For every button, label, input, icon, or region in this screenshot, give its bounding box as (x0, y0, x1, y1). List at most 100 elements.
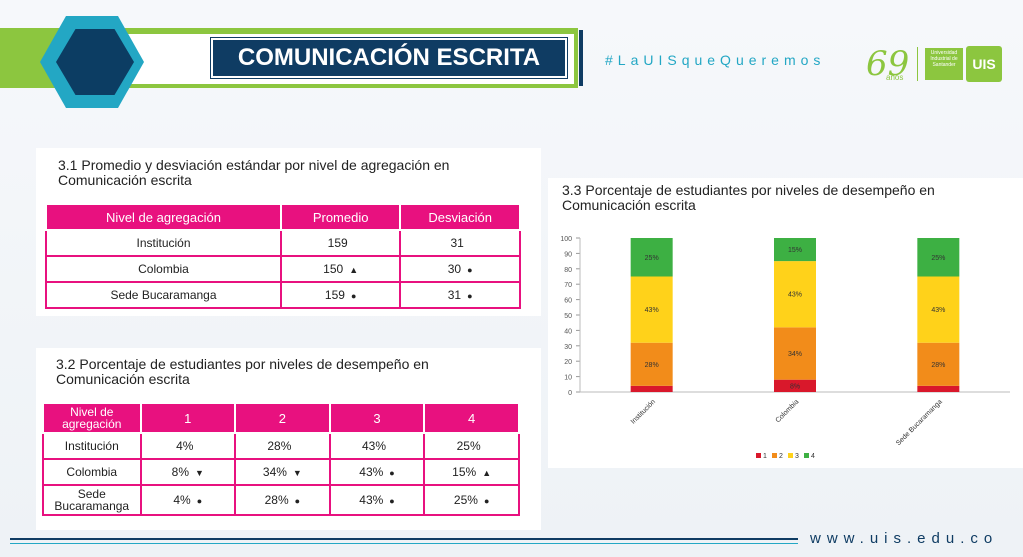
col-header-promedio: Promedio (279, 203, 402, 231)
data-label: 43% (645, 307, 659, 314)
cell-nivel: Sede Bucaramanga (42, 484, 142, 516)
cell-nivel-1: 8% ▼ (139, 458, 237, 486)
section-32-title: 3.2 Porcentaje de estudiantes por nivele… (56, 357, 429, 387)
cell-nivel: Institución (45, 229, 282, 257)
col-header-nivel-2: 2 (234, 402, 331, 434)
logo-separator (917, 47, 918, 81)
anniversary-logo: 69 (866, 44, 910, 84)
dot-icon: ● (350, 291, 357, 301)
table-row: Sede Bucaramanga 4% ● 28% ● 43% ● 25% ● (42, 484, 520, 516)
y-tick-label: 0 (568, 390, 572, 397)
bar-segment-nivel-1 (774, 379, 816, 392)
table-promedio-desviacion: Nivel de agregación Promedio Desviación … (45, 203, 521, 309)
table-row: Institución 4% 28% 43% 25% (42, 432, 520, 460)
cell-nivel-3: 43% (328, 432, 426, 460)
data-label: 43% (931, 307, 945, 314)
bar-segment-nivel-1 (630, 385, 673, 392)
cell-desviacion: 31 ● (399, 281, 521, 309)
bar-segment-nivel-2 (630, 342, 673, 386)
dot-icon: ● (467, 291, 473, 301)
section-31-title: 3.1 Promedio y desviación estándar por n… (58, 158, 449, 188)
header-divider (579, 30, 583, 86)
up-triangle-icon: ▲ (349, 265, 359, 275)
data-label: 25% (931, 255, 945, 262)
table-row: Colombia 150 ▲ 30 ● (45, 255, 521, 283)
legend-swatch-1 (756, 453, 761, 458)
bar-segment-nivel-3 (917, 276, 960, 343)
footer-line (10, 538, 798, 540)
hashtag-text: #LaUISqueQueremos (605, 52, 826, 68)
dot-icon: ● (467, 265, 473, 275)
comparison-marker-icon: ● (389, 496, 395, 506)
y-tick-label: 30 (564, 344, 572, 351)
section-33-title: 3.3 Porcentaje de estudiantes por nivele… (562, 183, 935, 213)
cell-nivel-1: 4% ● (139, 484, 237, 516)
y-tick-label: 50 (564, 313, 572, 320)
cell-nivel-4: 15% ▲ (423, 458, 520, 486)
cell-nivel: Institución (42, 432, 142, 460)
y-tick-label: 40 (564, 328, 572, 335)
cell-promedio: 150 ▲ (279, 255, 402, 283)
footer-url: www.uis.edu.co (810, 530, 999, 547)
col-header-nivel-3: 3 (328, 402, 426, 434)
section-32-title-line2: Comunicación escrita (56, 371, 190, 387)
y-tick-label: 10 (564, 375, 572, 382)
comparison-marker-icon: ● (483, 496, 490, 506)
legend-label: 1 (763, 453, 767, 460)
col-header-desviacion: Desviación (399, 203, 521, 231)
cell-nivel: Colombia (45, 255, 282, 283)
x-tick-label: Sede Bucaramanga (895, 398, 944, 447)
cell-nivel-2: 28% ● (234, 484, 331, 516)
data-label: 25% (645, 255, 659, 262)
legend-label: 2 (779, 453, 783, 460)
legend-swatch-3 (788, 453, 793, 458)
bar-segment-nivel-2 (774, 327, 816, 380)
comparison-marker-icon: ▼ (194, 468, 204, 478)
cell-nivel: Colombia (42, 458, 142, 486)
bar-segment-nivel-4 (917, 238, 960, 277)
bar-segment-nivel-3 (774, 261, 816, 328)
section-32-title-line1: 3.2 Porcentaje de estudiantes por nivele… (56, 356, 429, 372)
y-tick-label: 100 (560, 236, 572, 243)
y-tick-label: 60 (564, 298, 572, 305)
section-33-title-line1: 3.3 Porcentaje de estudiantes por nivele… (562, 182, 935, 198)
table-row: Sede Bucaramanga 159 ● 31 ● (45, 281, 521, 309)
cell-promedio: 159 ● (279, 281, 402, 309)
table-row: Colombia 8% ▼ 34% ▼ 43% ● 15% ▲ (42, 458, 520, 486)
section-33-title-line2: Comunicación escrita (562, 197, 696, 213)
cell-nivel: Sede Bucaramanga (45, 281, 282, 309)
col-header-nivel: Nivel de agregación (42, 402, 142, 434)
cell-nivel-3: 43% ● (328, 484, 426, 516)
comparison-marker-icon: ▼ (292, 468, 302, 478)
cell-desviacion: 31 (399, 229, 521, 257)
cell-promedio: 159 (279, 229, 402, 257)
legend-swatch-2 (772, 453, 777, 458)
cell-desviacion: 30 ● (399, 255, 521, 283)
anniversary-logo-years: años (886, 73, 904, 82)
section-31-title-line1: 3.1 Promedio y desviación estándar por n… (58, 157, 450, 173)
section-31-title-line2: Comunicación escrita (58, 172, 192, 188)
bar-segment-nivel-4 (630, 238, 673, 277)
data-label: 28% (931, 362, 945, 369)
comparison-marker-icon: ● (196, 496, 203, 506)
legend-swatch-4 (804, 453, 809, 458)
bar-segment-nivel-4 (774, 238, 816, 262)
data-label: 8% (790, 383, 800, 390)
cell-nivel-2: 34% ▼ (234, 458, 331, 486)
cell-nivel-4: 25% (423, 432, 520, 460)
col-header-nivel-1: 1 (139, 402, 237, 434)
data-label: 34% (788, 351, 802, 358)
uis-logo: UIS (966, 46, 1002, 82)
data-label: 28% (645, 362, 659, 369)
bar-segment-nivel-2 (917, 342, 960, 386)
university-logo: Universidad Industrial de Santander (925, 48, 963, 80)
bar-segment-nivel-3 (630, 276, 673, 343)
legend-label: 3 (795, 453, 799, 460)
table-row: Institución 159 31 (45, 229, 521, 257)
y-tick-label: 90 (564, 251, 572, 258)
comparison-marker-icon: ● (294, 496, 301, 506)
hexagon-inner-shape (56, 29, 134, 95)
comparison-marker-icon: ▲ (482, 468, 492, 478)
x-tick-label: Institución (630, 398, 657, 425)
bar-segment-nivel-1 (917, 385, 960, 392)
